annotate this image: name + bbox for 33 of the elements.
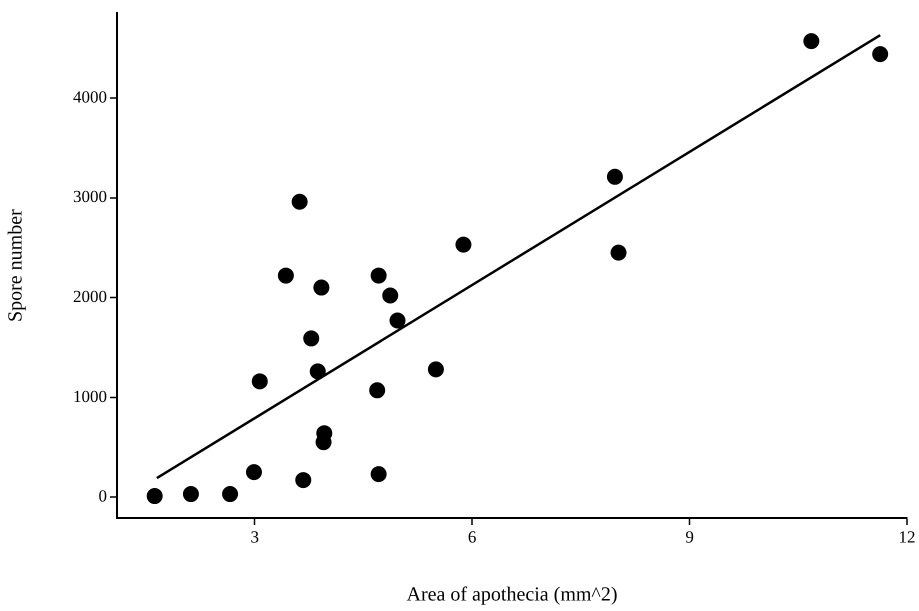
point xyxy=(246,464,262,480)
x-tick-label: 9 xyxy=(685,528,694,547)
point xyxy=(292,194,308,210)
y-tick-label: 1000 xyxy=(73,386,107,406)
point xyxy=(310,363,326,380)
point xyxy=(370,466,387,482)
point xyxy=(369,382,386,398)
x-tick-label: 6 xyxy=(468,528,476,547)
point xyxy=(222,486,238,502)
point xyxy=(455,236,472,253)
point xyxy=(606,168,623,185)
point xyxy=(389,312,406,328)
point xyxy=(146,488,163,504)
y-tick-label: 2000 xyxy=(73,286,107,306)
point xyxy=(610,244,627,261)
point xyxy=(872,46,888,62)
point xyxy=(382,288,398,304)
point xyxy=(278,268,294,284)
point xyxy=(428,361,444,378)
y-tick-label: 4000 xyxy=(73,87,107,106)
point xyxy=(370,268,387,284)
point xyxy=(182,486,199,502)
point xyxy=(252,373,268,390)
y-tick-label: 3000 xyxy=(73,187,107,206)
y-axis-title: Spore number xyxy=(4,208,26,322)
point xyxy=(803,33,820,50)
x-tick-label: 12 xyxy=(898,528,916,547)
x-tick-label: 3 xyxy=(250,528,259,547)
point xyxy=(313,280,330,296)
point xyxy=(303,330,320,346)
x-axis-title: Area of apothecia (mm^2) xyxy=(406,583,618,606)
y-tick-label: 0 xyxy=(98,486,107,506)
point xyxy=(295,472,312,488)
